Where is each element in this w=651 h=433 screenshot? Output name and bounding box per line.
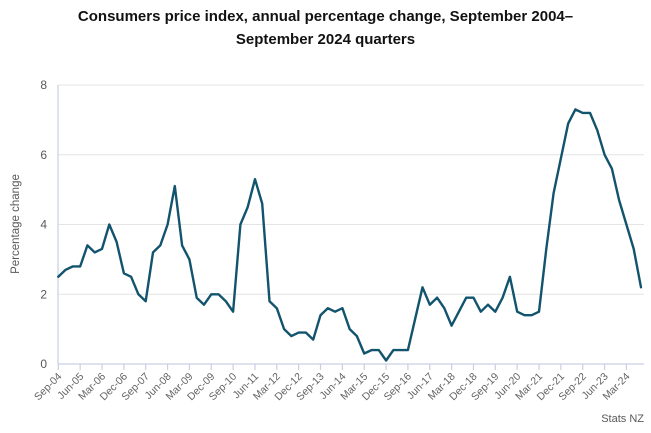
y-tick-label: 0 (40, 357, 47, 371)
y-tick-label: 2 (40, 287, 47, 301)
attribution: Stats NZ (601, 413, 644, 425)
y-tick-label: 6 (40, 148, 47, 162)
y-tick-label: 4 (40, 218, 47, 232)
y-tick-label: 8 (40, 78, 47, 92)
chart-title: Consumers price index, annual percentage… (77, 8, 574, 48)
cpi-line (57, 108, 643, 362)
